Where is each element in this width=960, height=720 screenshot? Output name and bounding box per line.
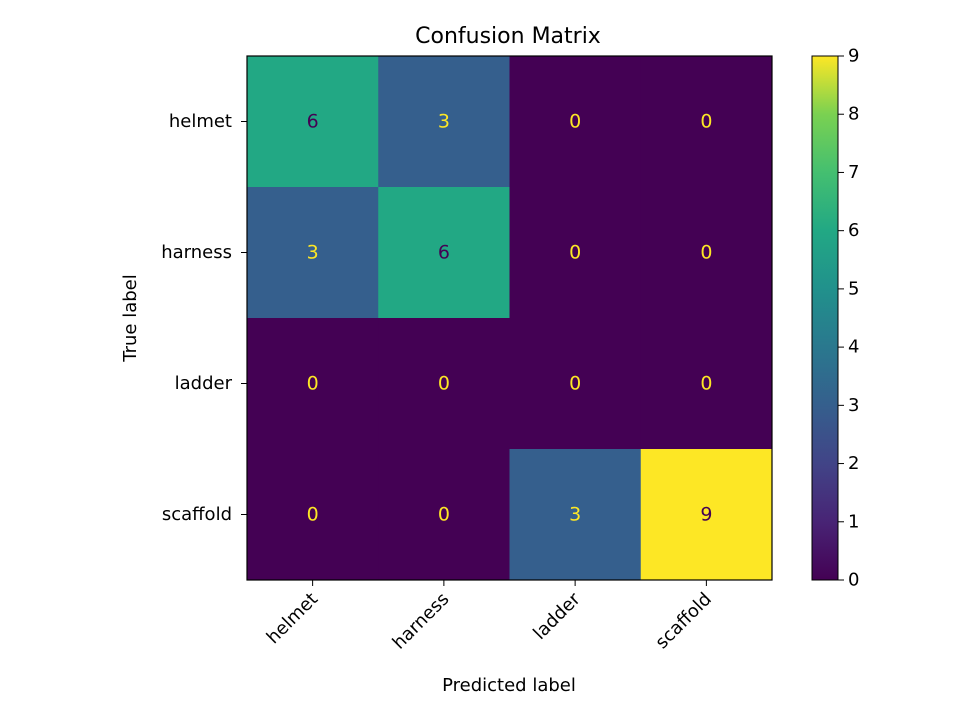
matrix-cell-value: 6 <box>438 242 450 264</box>
matrix-cell <box>640 449 773 581</box>
colorbar-tick-label: 1 <box>848 511 859 532</box>
matrix-cell <box>378 187 510 319</box>
x-tick-label: helmet <box>263 589 323 649</box>
x-axis-ticks: helmet harness ladder scaffold <box>263 580 716 654</box>
matrix-cell-value: 3 <box>307 242 319 264</box>
y-tick-label: helmet <box>169 111 232 132</box>
matrix-cell-value: 0 <box>700 242 712 264</box>
matrix-cell <box>509 449 642 581</box>
matrix-cell-value: 9 <box>700 504 712 526</box>
matrix-cell-value: 0 <box>438 504 450 526</box>
matrix-cell <box>247 187 379 319</box>
matrix-cell <box>378 449 510 581</box>
matrix-cell-value: 3 <box>438 111 450 133</box>
matrix-cell <box>509 318 642 450</box>
y-axis-ticks: helmet harness ladder scaffold <box>161 111 247 525</box>
x-tick-label: harness <box>389 589 454 654</box>
y-tick-label: harness <box>161 242 232 263</box>
colorbar-tick-label: 4 <box>848 337 859 358</box>
matrix-cell-value: 6 <box>307 111 319 133</box>
y-tick-label: scaffold <box>162 504 232 525</box>
matrix-cell <box>247 449 379 581</box>
x-tick-label: scaffold <box>651 589 715 653</box>
matrix-cell <box>509 187 642 319</box>
y-tick-label: ladder <box>175 373 233 394</box>
matrix-cell <box>378 56 510 188</box>
plot-frame <box>246 55 773 581</box>
matrix-cell <box>640 56 773 188</box>
x-tick-label: ladder <box>529 588 585 644</box>
colorbar-tick-label: 2 <box>848 453 859 474</box>
colorbar-tick-label: 5 <box>848 278 859 299</box>
matrix-cell-values: 6 3 0 0 3 6 0 0 0 0 0 0 0 0 3 9 <box>307 111 713 526</box>
y-axis-label: True label <box>120 274 141 363</box>
matrix-cell-value: 0 <box>700 111 712 133</box>
chart-title: Confusion Matrix <box>415 24 601 49</box>
colorbar-tick-label: 9 <box>848 46 859 67</box>
matrix-cell-value: 0 <box>438 373 450 395</box>
x-axis-label: Predicted label <box>442 675 576 696</box>
colorbar-tick-label: 6 <box>848 220 859 241</box>
matrix-cell-value: 0 <box>569 111 581 133</box>
matrix-cell-value: 0 <box>700 373 712 395</box>
matrix-cell <box>247 318 379 450</box>
colorbar-tick-label: 0 <box>848 570 859 591</box>
matrix-cell <box>640 318 773 450</box>
matrix-cell-value: 3 <box>569 504 581 526</box>
colorbar-tick-label: 7 <box>848 162 859 183</box>
matrix-cell-value: 0 <box>569 373 581 395</box>
matrix-cell-value: 0 <box>569 242 581 264</box>
matrix-cells <box>247 56 773 581</box>
matrix-cell <box>509 56 642 188</box>
matrix-cell <box>378 318 510 450</box>
colorbar-tick-label: 8 <box>848 104 859 125</box>
matrix-cell <box>640 187 773 319</box>
colorbar-tick-label: 3 <box>848 395 859 416</box>
colorbar <box>811 55 839 581</box>
colorbar-ticks: 0 1 2 3 4 5 6 7 8 9 <box>838 46 859 591</box>
matrix-cell <box>247 56 379 188</box>
matrix-cell-value: 0 <box>307 373 319 395</box>
matrix-cell-value: 0 <box>307 504 319 526</box>
